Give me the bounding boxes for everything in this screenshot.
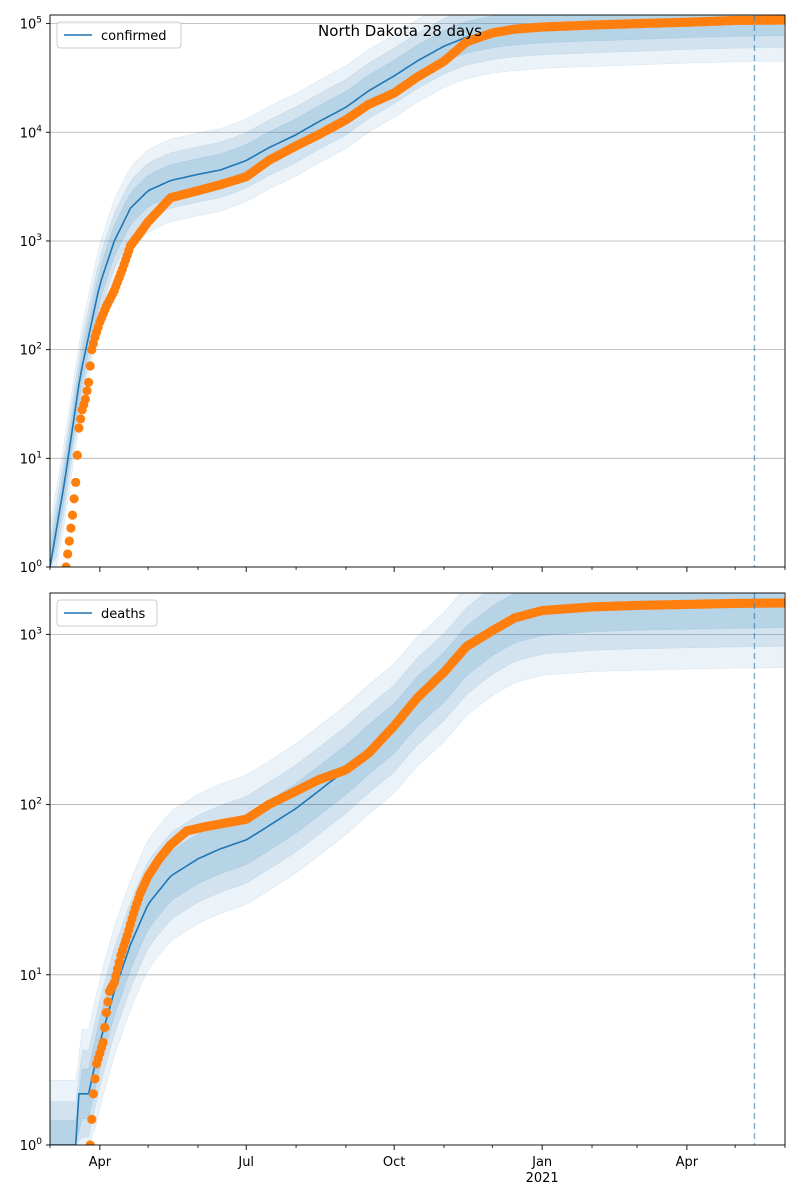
legend: deaths: [56, 599, 158, 627]
plot-area: [50, 15, 785, 567]
observed-point: [64, 536, 74, 546]
observed-point: [69, 494, 79, 504]
observed-point: [88, 1089, 98, 1099]
observed-point: [780, 15, 785, 25]
legend-box: [56, 599, 158, 627]
observed-point: [100, 1022, 110, 1033]
observed-point: [90, 1074, 100, 1084]
y-tick-exponent: 0: [36, 559, 42, 569]
observed-point: [780, 598, 785, 608]
observed-point: [87, 1114, 97, 1124]
plot-area: [50, 593, 785, 1145]
observed-point: [98, 1037, 108, 1048]
x-tick-label: Oct: [383, 1155, 405, 1170]
x-tick-label: Apr: [676, 1155, 699, 1170]
observed-point: [71, 477, 81, 487]
axes-frame: [49, 14, 786, 568]
observed-point: [84, 377, 94, 387]
y-tick-exponent: 1: [36, 967, 42, 977]
x-tick-year-label: 2021: [526, 1171, 559, 1186]
observed-point: [61, 562, 71, 567]
observed-point: [66, 523, 76, 533]
y-tick-exponent: 5: [36, 16, 42, 26]
observed-point: [82, 386, 92, 396]
uncertainty-band: [50, 15, 784, 567]
legend: confirmed: [56, 21, 182, 49]
observed-point: [67, 510, 78, 520]
y-tick-exponent: 3: [36, 233, 42, 243]
axes-frame: [49, 592, 786, 1146]
y-tick-exponent: 2: [36, 797, 42, 807]
y-tick-exponent: 3: [36, 626, 42, 636]
y-tick-exponent: 2: [36, 342, 42, 352]
uncertainty-band: [50, 15, 784, 567]
legend-label: deaths: [101, 607, 146, 622]
figure-title: North Dakota 28 days: [318, 22, 482, 40]
y-tick-exponent: 4: [36, 124, 42, 134]
y-tick-exponent: 1: [36, 450, 42, 460]
x-tick-label: Apr: [89, 1155, 112, 1170]
legend-label: confirmed: [101, 29, 167, 44]
x-tick-label: Jan: [531, 1155, 552, 1170]
observed-point: [63, 549, 73, 559]
observed-point: [85, 1140, 95, 1145]
legend-box: [56, 21, 182, 49]
observed-point: [72, 450, 82, 460]
observed-point: [76, 414, 86, 424]
observed-point: [80, 394, 90, 404]
observed-point: [103, 997, 113, 1007]
y-tick-exponent: 0: [36, 1137, 42, 1147]
observed-point: [74, 423, 84, 433]
observed-point: [101, 1008, 111, 1018]
observed-point: [85, 361, 95, 371]
x-tick-label: Jul: [237, 1155, 254, 1170]
